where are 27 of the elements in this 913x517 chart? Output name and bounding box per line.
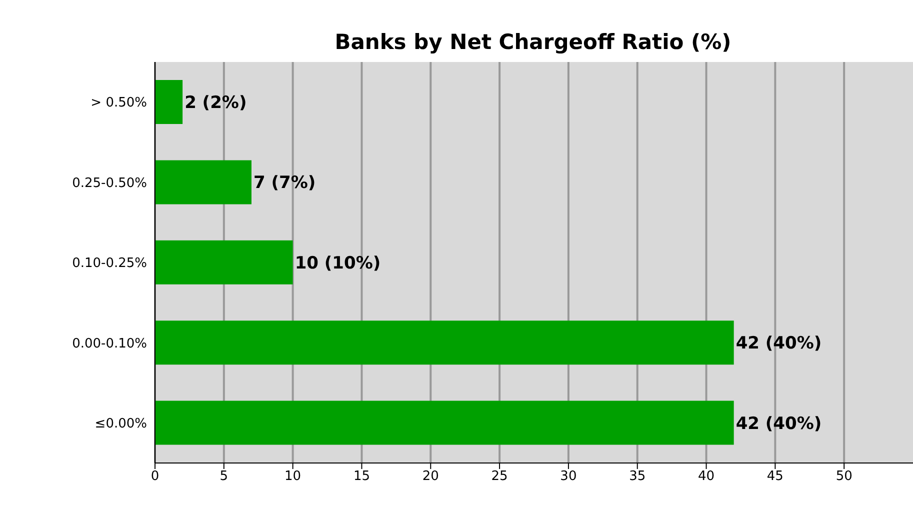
data-label: 2 (2%) — [184, 93, 247, 114]
x-tick-label: 40 — [698, 469, 715, 484]
bar — [155, 80, 183, 124]
bar — [155, 160, 252, 204]
chart-title: Banks by Net Chargeoff Ratio (%) — [334, 30, 732, 54]
x-tick-label: 20 — [422, 469, 439, 484]
bar — [155, 400, 734, 445]
x-tick-label: 45 — [766, 469, 784, 484]
data-label: 10 (10%) — [294, 253, 381, 274]
x-tick-label: 35 — [629, 469, 646, 484]
bar — [155, 320, 734, 365]
x-tick-label: 0 — [150, 469, 160, 484]
x-tick-label: 30 — [560, 469, 577, 484]
x-tick-label: 5 — [220, 469, 228, 484]
x-tick-label: 10 — [284, 469, 302, 484]
bar — [155, 240, 293, 284]
y-tick-label: > 0.50% — [90, 96, 147, 111]
x-tick-label: 50 — [836, 469, 852, 484]
y-tick-label: 0.00-0.10% — [72, 336, 147, 352]
data-label: 7 (7%) — [253, 173, 316, 194]
data-label: 42 (40%) — [736, 334, 822, 354]
y-tick-label: 0.25-0.50% — [72, 176, 147, 191]
x-tick-label: 15 — [353, 469, 370, 484]
data-label: 42 (40%) — [736, 414, 822, 434]
x-tick-label: 25 — [491, 469, 508, 484]
y-tick-label: ≤0.00% — [94, 416, 147, 432]
y-tick-label: 0.10-0.25% — [72, 256, 147, 272]
